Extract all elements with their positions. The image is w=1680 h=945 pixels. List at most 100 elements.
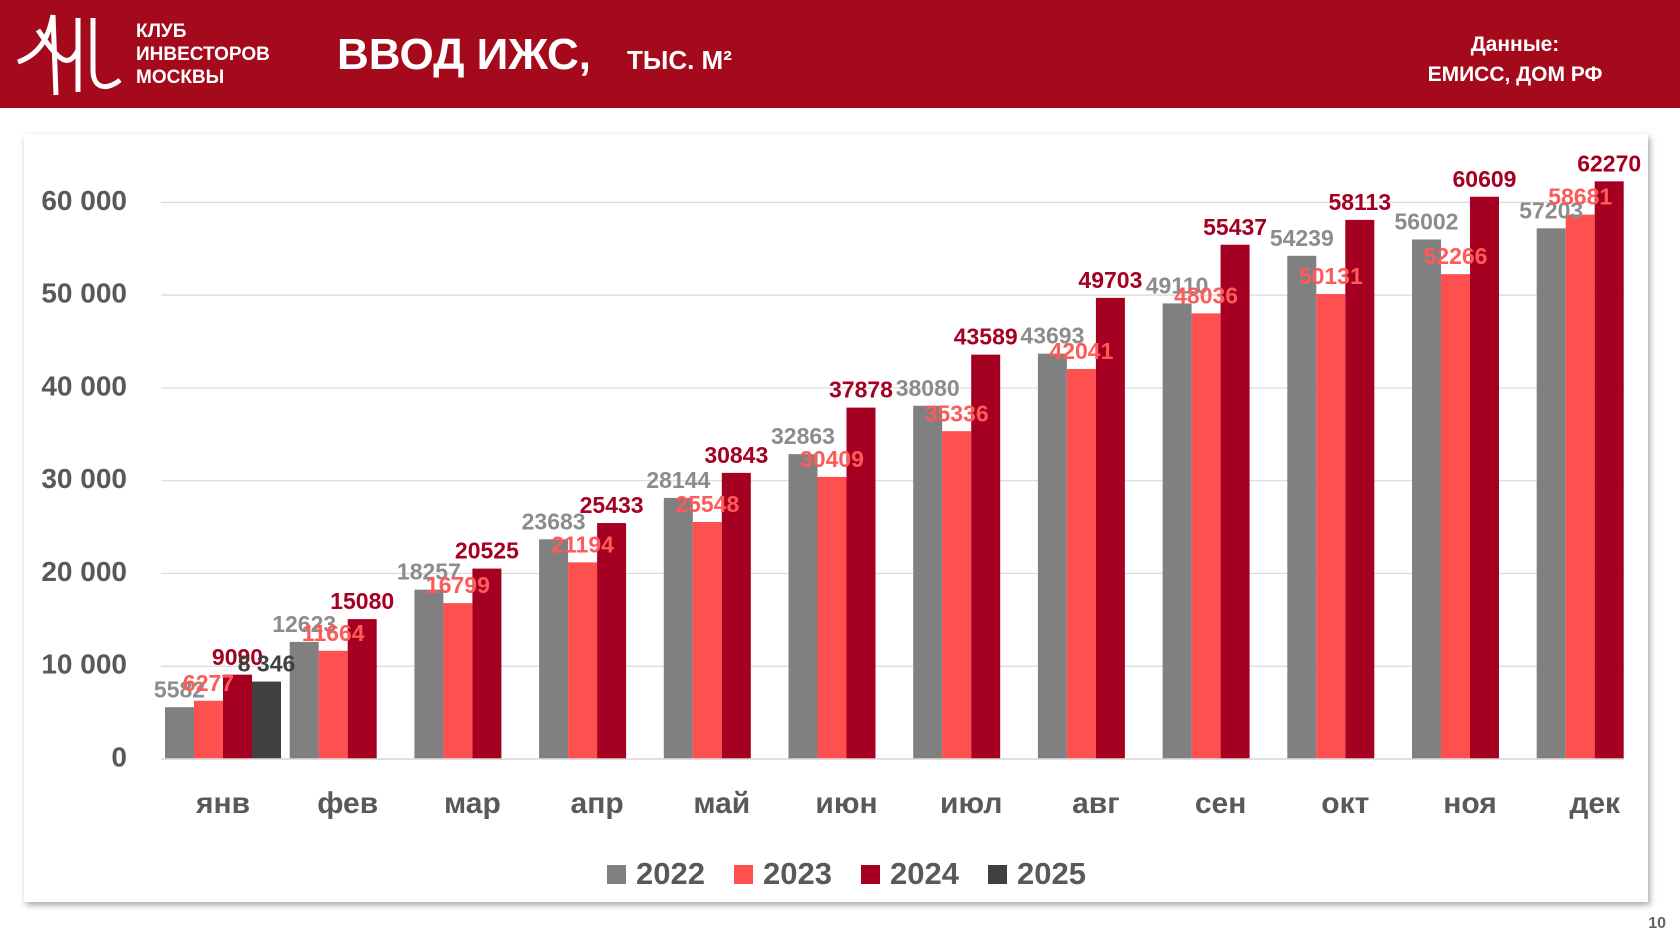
bar xyxy=(1345,219,1375,760)
bar xyxy=(1412,239,1441,759)
x-tick-label: май xyxy=(693,787,750,820)
data-label: 5582 xyxy=(154,676,205,702)
x-tick-label: авг xyxy=(1072,787,1120,820)
source-text: ЕМИСС, ДОМ РФ xyxy=(1427,63,1603,86)
data-label: 60609 xyxy=(1453,166,1517,192)
logo-text: КЛУБ ИНВЕСТОРОВ МОСКВЫ xyxy=(136,20,270,89)
legend-swatch xyxy=(734,865,753,884)
legend-swatch xyxy=(861,865,880,884)
bar xyxy=(347,619,377,759)
y-tick-label: 0 xyxy=(111,741,127,772)
x-tick-label: янв xyxy=(195,787,250,820)
x-tick-label: мар xyxy=(444,787,501,820)
data-label: 18257 xyxy=(397,559,461,585)
data-label: 38080 xyxy=(896,375,960,401)
data-label: 58681 xyxy=(1548,184,1612,210)
x-tick-label: фев xyxy=(317,787,378,820)
data-label: 52266 xyxy=(1424,243,1488,269)
bar xyxy=(942,431,972,759)
title: ВВОД ИЖС, xyxy=(337,30,591,79)
bar xyxy=(289,641,319,759)
data-label: 23683 xyxy=(522,508,586,534)
data-label: 21194 xyxy=(551,531,614,557)
data-label: 54239 xyxy=(1270,225,1334,251)
data-label: 62270 xyxy=(1577,150,1641,176)
x-tick-label: сен xyxy=(1195,787,1247,820)
data-label: 15080 xyxy=(330,588,394,614)
bar xyxy=(1287,255,1317,759)
x-tick-label: дек xyxy=(1569,787,1621,820)
bar xyxy=(1162,303,1192,759)
bar xyxy=(318,650,348,759)
legend-label: 2023 xyxy=(763,856,832,891)
bar xyxy=(1066,368,1096,759)
data-label: 37878 xyxy=(829,377,893,403)
data-label: 28144 xyxy=(646,467,710,493)
data-label: 25433 xyxy=(580,492,644,518)
y-tick-label: 20 000 xyxy=(41,556,127,587)
data-label: 32863 xyxy=(771,423,835,449)
x-tick-label: июл xyxy=(940,787,1002,820)
data-label: 12623 xyxy=(272,611,336,637)
x-tick-label: окт xyxy=(1321,787,1369,820)
bar xyxy=(913,405,943,759)
data-label: 57203 xyxy=(1519,197,1583,223)
data-label: 6277 xyxy=(183,670,234,696)
data-label: 9090 xyxy=(212,644,263,670)
bar xyxy=(1470,196,1499,759)
bar xyxy=(692,521,722,759)
bar xyxy=(817,476,847,759)
bar xyxy=(568,562,598,759)
data-label: 8 346 xyxy=(238,651,296,677)
data-label: 30843 xyxy=(704,442,768,468)
source-label: Данные: xyxy=(1470,33,1560,56)
data-label: 49703 xyxy=(1078,267,1142,293)
x-tick-label: июн xyxy=(815,787,877,820)
bar xyxy=(443,603,473,759)
data-label: 30409 xyxy=(800,446,864,472)
legend-label: 2024 xyxy=(890,856,960,891)
data-label: 11664 xyxy=(302,620,365,646)
y-tick-label: 40 000 xyxy=(41,370,127,401)
data-label: 42041 xyxy=(1049,338,1113,364)
y-tick-label: 30 000 xyxy=(41,463,127,494)
logo-line: МОСКВЫ xyxy=(136,67,225,88)
data-label: 49110 xyxy=(1146,272,1209,298)
x-tick-label: апр xyxy=(571,787,624,820)
data-label: 43693 xyxy=(1020,323,1084,349)
bar xyxy=(1220,244,1250,759)
bar xyxy=(472,568,502,759)
page-number: 10 xyxy=(1648,915,1666,932)
data-label: 25548 xyxy=(675,491,739,517)
data-label: 50131 xyxy=(1299,263,1363,289)
header: КЛУБ ИНВЕСТОРОВ МОСКВЫ ВВОД ИЖС, ТЫС. М²… xyxy=(0,0,1680,108)
bar xyxy=(1316,293,1346,759)
y-tick-label: 50 000 xyxy=(41,278,127,309)
bar xyxy=(597,523,627,759)
bar xyxy=(1594,181,1624,760)
bar xyxy=(252,681,281,759)
data-label: 55437 xyxy=(1203,214,1267,240)
legend-label: 2025 xyxy=(1017,856,1086,891)
logo xyxy=(17,14,122,96)
bar xyxy=(539,539,569,759)
data-label: 16799 xyxy=(426,572,490,598)
bar xyxy=(194,700,223,759)
data-label: 20525 xyxy=(455,538,519,564)
y-tick-label: 60 000 xyxy=(41,185,127,216)
data-label: 48036 xyxy=(1174,282,1238,308)
data-label: 58113 xyxy=(1328,189,1391,215)
data-label: 43589 xyxy=(954,324,1018,350)
legend-swatch xyxy=(607,865,626,884)
y-tick-label: 10 000 xyxy=(41,649,127,680)
bar xyxy=(663,497,693,759)
bar xyxy=(971,354,1001,759)
subtitle: ТЫС. М² xyxy=(627,45,732,75)
bar xyxy=(414,589,444,759)
bar xyxy=(721,472,751,759)
bar xyxy=(1441,274,1470,759)
bar xyxy=(846,407,876,759)
legend-label: 2022 xyxy=(636,856,705,891)
